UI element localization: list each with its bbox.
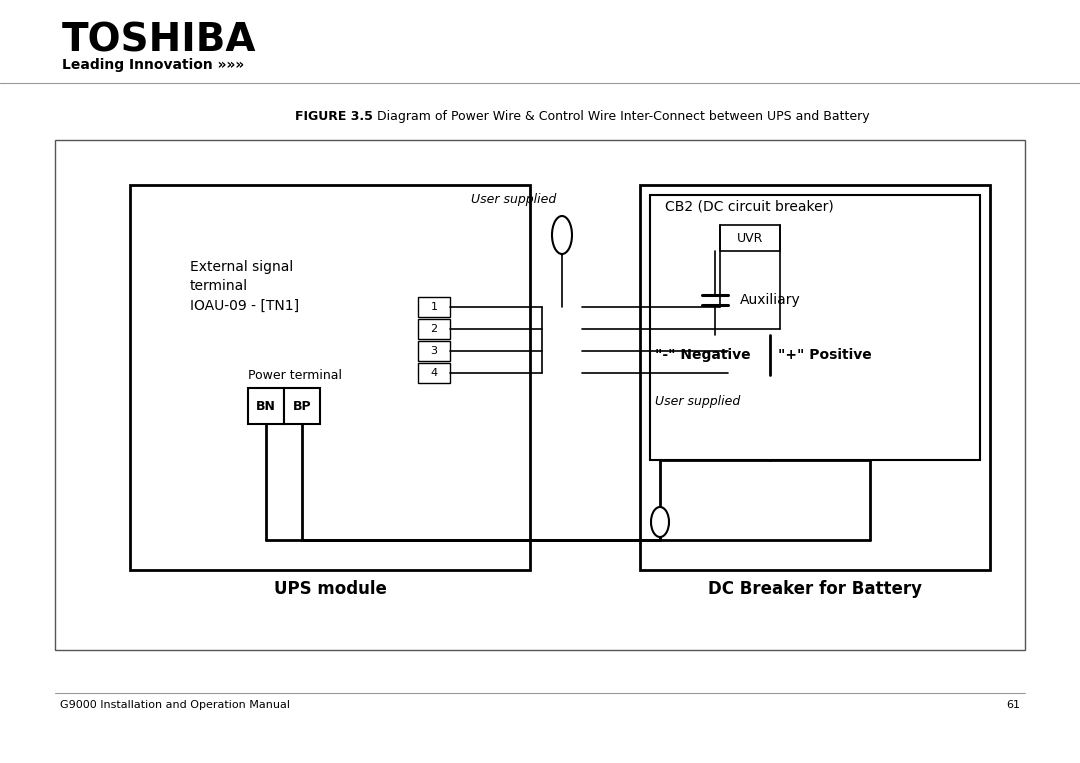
Ellipse shape bbox=[552, 216, 572, 254]
Text: "+" Positive: "+" Positive bbox=[778, 348, 872, 362]
Ellipse shape bbox=[651, 507, 669, 537]
Bar bbox=[418, 341, 450, 361]
Bar bbox=[418, 319, 450, 339]
Text: Leading Innovation »»»: Leading Innovation »»» bbox=[62, 58, 244, 72]
Text: Diagram of Power Wire & Control Wire Inter-Connect between UPS and Battery: Diagram of Power Wire & Control Wire Int… bbox=[369, 110, 869, 123]
Text: Auxiliary: Auxiliary bbox=[740, 293, 800, 307]
Text: 4: 4 bbox=[431, 368, 437, 378]
Bar bbox=[248, 388, 284, 424]
Bar bbox=[418, 363, 450, 383]
Text: Power terminal: Power terminal bbox=[248, 369, 342, 382]
Bar bbox=[55, 140, 1025, 650]
Bar bbox=[130, 185, 530, 570]
Text: 3: 3 bbox=[431, 346, 437, 356]
Bar bbox=[284, 388, 320, 424]
Bar bbox=[640, 185, 990, 570]
Text: UPS module: UPS module bbox=[273, 580, 387, 598]
Text: "-" Negative: "-" Negative bbox=[654, 348, 751, 362]
Text: FIGURE 3.5: FIGURE 3.5 bbox=[295, 110, 373, 123]
Text: External signal
terminal
IOAU-09 - [TN1]: External signal terminal IOAU-09 - [TN1] bbox=[190, 260, 299, 313]
Text: User supplied: User supplied bbox=[471, 193, 556, 206]
Text: G9000 Installation and Operation Manual: G9000 Installation and Operation Manual bbox=[60, 700, 291, 710]
Bar bbox=[418, 297, 450, 317]
Text: TOSHIBA: TOSHIBA bbox=[62, 22, 257, 60]
Bar bbox=[720, 225, 780, 251]
Bar bbox=[650, 195, 980, 460]
Text: UVR: UVR bbox=[737, 233, 764, 246]
Text: 2: 2 bbox=[431, 324, 437, 334]
Text: 1: 1 bbox=[431, 302, 437, 312]
Text: 61: 61 bbox=[1005, 700, 1020, 710]
Text: DC Breaker for Battery: DC Breaker for Battery bbox=[708, 580, 922, 598]
Text: BN: BN bbox=[256, 400, 275, 413]
Text: User supplied: User supplied bbox=[654, 395, 740, 408]
Text: CB2 (DC circuit breaker): CB2 (DC circuit breaker) bbox=[665, 200, 834, 214]
Text: BP: BP bbox=[293, 400, 311, 413]
